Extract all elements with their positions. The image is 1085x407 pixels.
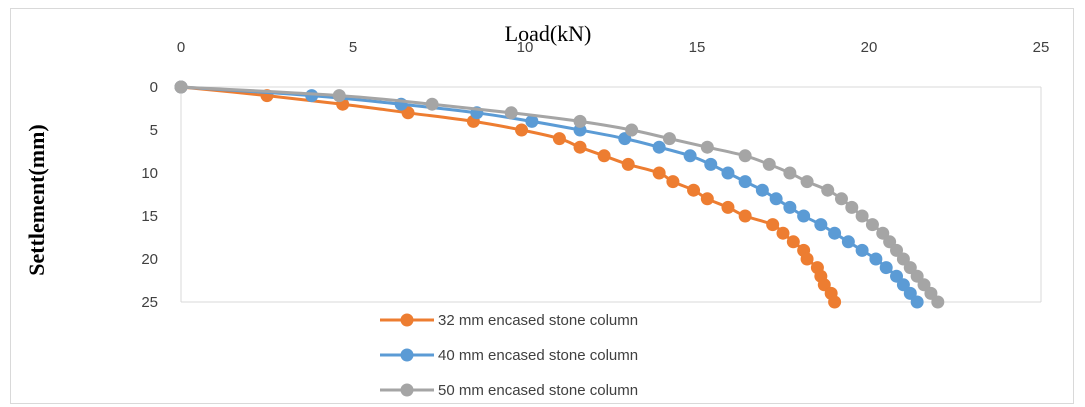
data-point bbox=[721, 166, 735, 180]
series-layer bbox=[174, 80, 945, 309]
legend-item: 32 mm encased stone column bbox=[380, 312, 638, 329]
legend: 32 mm encased stone column 40 mm encased … bbox=[380, 312, 638, 399]
x-tick-label: 25 bbox=[1033, 39, 1050, 56]
data-point bbox=[174, 80, 188, 94]
y-tick-label: 15 bbox=[141, 208, 158, 225]
data-point bbox=[552, 132, 566, 146]
data-point bbox=[783, 200, 797, 214]
data-point bbox=[504, 106, 518, 120]
y-tick-label: 25 bbox=[141, 294, 158, 311]
data-point bbox=[755, 183, 769, 197]
data-point bbox=[800, 175, 814, 189]
chart-area bbox=[10, 8, 1074, 404]
y-tick-label: 20 bbox=[141, 251, 158, 268]
series-2 bbox=[174, 80, 924, 309]
data-point bbox=[738, 149, 752, 163]
data-point bbox=[621, 157, 635, 171]
data-point bbox=[797, 209, 811, 223]
data-point bbox=[573, 114, 587, 128]
data-point bbox=[786, 235, 800, 249]
data-point bbox=[652, 166, 666, 180]
series-line bbox=[180, 85, 919, 303]
data-point bbox=[704, 157, 718, 171]
data-point bbox=[845, 200, 859, 214]
data-point bbox=[828, 295, 842, 309]
y-tick-label: 0 bbox=[150, 79, 158, 96]
legend-label: 32 mm encased stone column bbox=[438, 312, 638, 329]
data-point bbox=[821, 183, 835, 197]
data-point bbox=[855, 243, 869, 257]
axes: 0 5 10 15 20 25 0 5 10 15 20 25 bbox=[141, 39, 1049, 311]
data-point bbox=[776, 226, 790, 240]
data-point bbox=[800, 252, 814, 266]
data-point bbox=[931, 295, 945, 309]
y-tick-label: 10 bbox=[141, 165, 158, 182]
y-axis-title: Settlement(mm) bbox=[24, 124, 49, 276]
data-point bbox=[683, 149, 697, 163]
legend-marker bbox=[400, 383, 414, 397]
data-point bbox=[869, 252, 883, 266]
data-point bbox=[666, 175, 680, 189]
data-point bbox=[525, 114, 539, 128]
x-tick-label: 10 bbox=[517, 39, 534, 56]
legend-label: 40 mm encased stone column bbox=[438, 347, 638, 364]
data-point bbox=[597, 149, 611, 163]
data-point bbox=[700, 140, 714, 154]
data-point bbox=[687, 183, 701, 197]
y-tick-label: 5 bbox=[150, 122, 158, 139]
data-point bbox=[855, 209, 869, 223]
x-tick-label: 5 bbox=[349, 39, 357, 56]
x-tick-label: 20 bbox=[861, 39, 878, 56]
data-point bbox=[828, 226, 842, 240]
legend-label: 50 mm encased stone column bbox=[438, 382, 638, 399]
data-point bbox=[738, 209, 752, 223]
data-point bbox=[573, 140, 587, 154]
series-3 bbox=[174, 80, 945, 309]
data-point bbox=[865, 218, 879, 232]
legend-item: 40 mm encased stone column bbox=[380, 347, 638, 364]
data-point bbox=[879, 261, 893, 275]
legend-marker bbox=[400, 348, 414, 362]
data-point bbox=[762, 157, 776, 171]
data-point bbox=[425, 97, 439, 111]
x-axis-title: Load(kN) bbox=[505, 21, 592, 46]
data-point bbox=[769, 192, 783, 206]
data-point bbox=[662, 132, 676, 146]
x-tick-label: 0 bbox=[177, 39, 185, 56]
data-point bbox=[721, 200, 735, 214]
data-point bbox=[783, 166, 797, 180]
data-point bbox=[625, 123, 639, 137]
data-point bbox=[652, 140, 666, 154]
data-point bbox=[766, 218, 780, 232]
data-point bbox=[332, 89, 346, 103]
data-point bbox=[834, 192, 848, 206]
data-point bbox=[700, 192, 714, 206]
legend-item: 50 mm encased stone column bbox=[380, 382, 638, 399]
x-tick-label: 15 bbox=[689, 39, 706, 56]
data-point bbox=[910, 295, 924, 309]
data-point bbox=[814, 218, 828, 232]
data-point bbox=[515, 123, 529, 137]
data-point bbox=[841, 235, 855, 249]
legend-marker bbox=[400, 313, 414, 327]
series-line bbox=[180, 85, 837, 303]
data-point bbox=[738, 175, 752, 189]
